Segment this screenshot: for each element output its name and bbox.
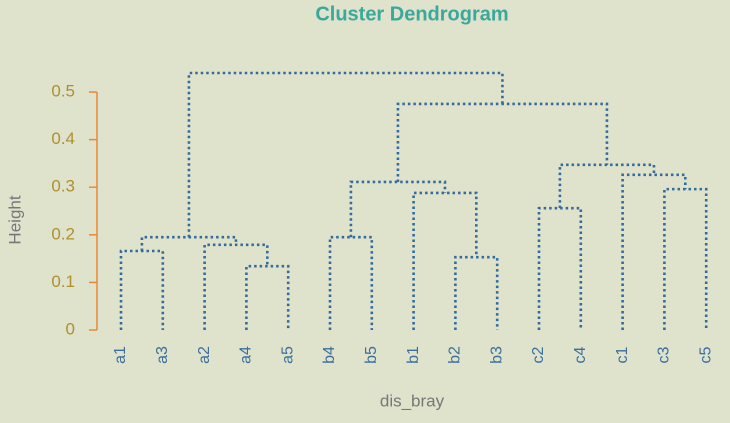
leaf-label: b5 [363, 346, 380, 364]
y-tick-label: 0 [66, 319, 75, 338]
y-tick-label: 0.1 [51, 272, 75, 291]
leaf-label: a3 [154, 346, 171, 364]
leaf-label: a1 [112, 346, 129, 364]
leaf-label: b1 [405, 346, 422, 364]
dendrogram-link [412, 191, 478, 330]
leaf-label: b3 [488, 346, 505, 364]
dendrogram-link [621, 173, 687, 330]
dendrogram-link [349, 180, 447, 238]
leaf-label: c5 [697, 346, 714, 363]
leaf-label: a5 [279, 346, 296, 364]
leaf-label: b2 [447, 346, 464, 364]
chart-title: Cluster Dendrogram [315, 3, 508, 25]
dendrogram-link [187, 71, 504, 238]
leaf-label: c4 [572, 346, 589, 363]
leaf-label: a4 [238, 346, 255, 364]
dendrogram-link [328, 235, 374, 330]
dendrogram-link [537, 206, 583, 330]
dendrogram-link [203, 243, 269, 330]
y-tick-label: 0.3 [51, 177, 75, 196]
leaf-label: b4 [321, 346, 338, 364]
y-axis-label: Height [5, 195, 24, 244]
x-axis-label: dis_bray [380, 391, 445, 410]
leaf-label: c1 [614, 346, 631, 363]
dendrogram-link [663, 187, 708, 330]
y-tick-label: 0.4 [51, 129, 75, 148]
leaf-label: c3 [656, 346, 673, 363]
leaf-label: c2 [530, 346, 547, 363]
y-tick-label: 0.5 [51, 82, 75, 101]
dendrogram-link [245, 264, 290, 330]
leaf-label: a2 [196, 346, 213, 364]
dendrogram-link [396, 102, 609, 182]
dendrogram-link [558, 163, 656, 209]
y-tick-label: 0.2 [51, 224, 75, 243]
